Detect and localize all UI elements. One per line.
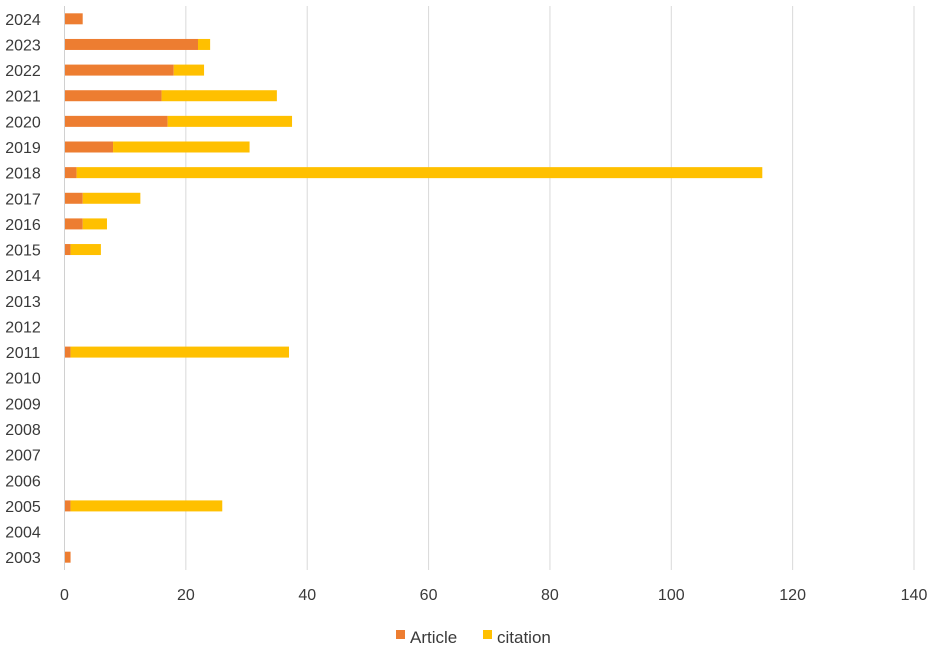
bar-citation-2018 [76, 167, 763, 179]
bar-article-2017 [64, 192, 83, 204]
x-tick-label: 0 [60, 587, 69, 604]
y-tick-label: 2009 [5, 396, 41, 413]
y-tick-label: 2003 [5, 550, 41, 567]
y-tick-label: 2005 [5, 499, 41, 516]
bar-citation-2015 [70, 244, 101, 256]
y-tick-label: 2006 [5, 473, 41, 490]
legend: Article citation [396, 628, 551, 647]
y-tick-label: 2015 [5, 243, 41, 260]
y-tick-label: 2011 [6, 345, 41, 362]
bars [64, 13, 763, 563]
bar-article-2011 [64, 346, 71, 358]
x-tick-label: 20 [177, 587, 195, 604]
y-tick-label: 2013 [5, 294, 41, 311]
y-tick-label: 2020 [5, 114, 41, 131]
legend-label-citation: citation [497, 628, 551, 647]
bar-citation-2021 [161, 90, 277, 102]
bar-article-2024 [64, 13, 83, 25]
y-tick-label: 2014 [5, 268, 41, 285]
y-tick-label: 2018 [5, 166, 41, 183]
y-tick-label: 2021 [5, 89, 41, 106]
legend-swatch-article [396, 630, 405, 639]
y-tick-label: 2023 [5, 37, 41, 54]
y-tick-label: 2004 [5, 525, 41, 542]
bar-citation-2011 [70, 346, 290, 358]
legend-label-article: Article [410, 628, 457, 647]
y-tick-label: 2016 [5, 217, 41, 234]
bar-article-2005 [64, 500, 71, 512]
bar-article-2020 [64, 115, 168, 127]
bar-citation-2022 [173, 64, 205, 76]
bar-citation-2017 [82, 192, 141, 204]
y-tick-label: 2024 [5, 12, 41, 29]
bar-article-2023 [64, 38, 198, 50]
bar-article-2022 [64, 64, 174, 76]
bar-article-2019 [64, 141, 114, 153]
gridlines [185, 6, 915, 570]
x-tick-label: 40 [298, 587, 316, 604]
y-tick-labels: 2024 2023 2022 2021 2020 2019 2018 2017 2016 2015… [5, 12, 41, 567]
bar-citation-2019 [113, 141, 250, 153]
x-tick-label: 140 [901, 587, 928, 604]
y-tick-label: 2019 [5, 140, 41, 157]
bar-article-2016 [64, 218, 83, 230]
x-tick-label: 100 [658, 587, 685, 604]
bar-citation-2023 [197, 38, 211, 50]
bar-citation-2020 [167, 115, 293, 127]
bar-article-2018 [64, 167, 77, 179]
y-tick-label: 2010 [5, 371, 41, 388]
bar-citation-2005 [70, 500, 223, 512]
x-tick-label: 120 [779, 587, 806, 604]
x-tick-label: 80 [541, 587, 559, 604]
legend-swatch-citation [483, 630, 492, 639]
y-tick-label: 2008 [5, 422, 41, 439]
bar-article-2015 [64, 244, 71, 256]
y-tick-label: 2022 [5, 63, 41, 80]
bar-citation-2016 [82, 218, 107, 230]
y-tick-label: 2012 [5, 319, 41, 336]
y-tick-label: 2007 [5, 448, 41, 465]
y-tick-label: 2017 [5, 191, 41, 208]
x-tick-labels: 0 20 40 60 80 100 120 140 [60, 587, 927, 604]
bar-article-2021 [64, 90, 162, 102]
bar-article-2003 [64, 551, 71, 563]
x-tick-label: 60 [420, 587, 438, 604]
